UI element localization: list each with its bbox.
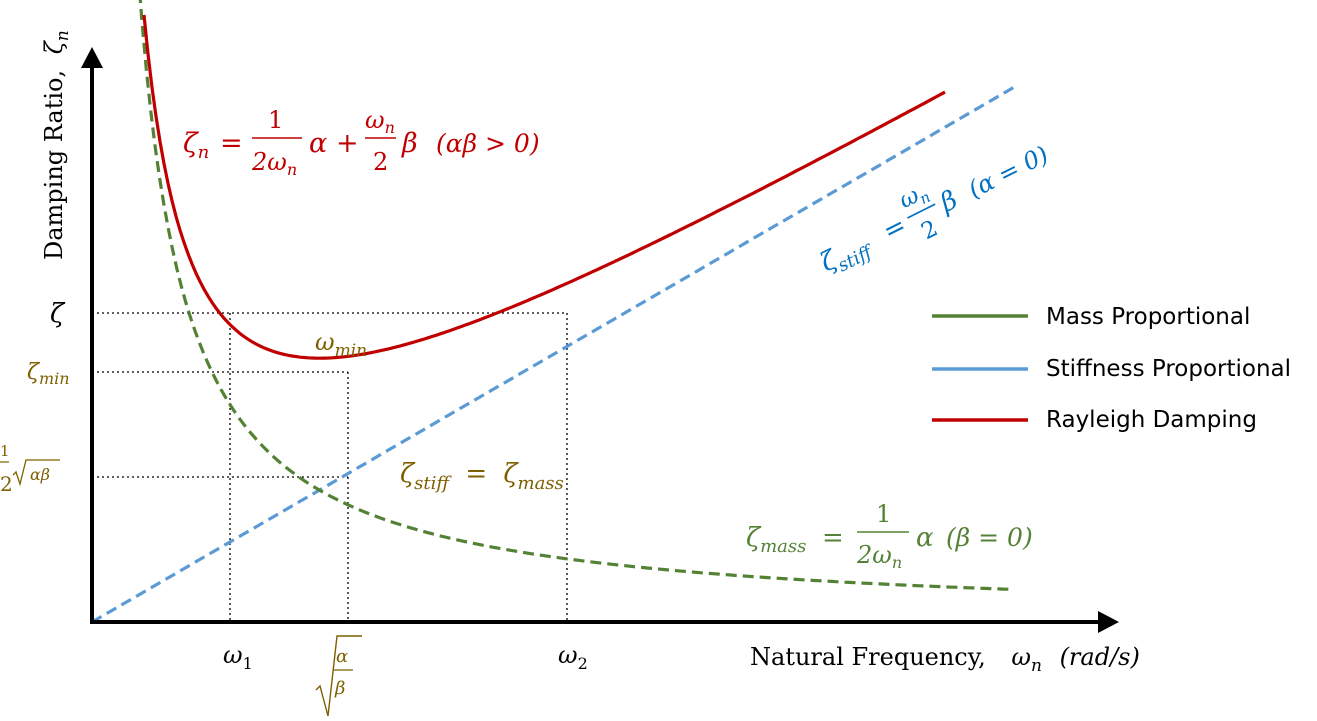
y-tick-sqrt-one: 1 — [0, 442, 10, 460]
rayleigh-alpha: α — [309, 128, 327, 159]
stiffness-frac-numerator: ωn — [895, 178, 933, 217]
rayleigh-damping-curve — [142, 14, 946, 360]
mass-eq-lhs: ζmass — [746, 523, 806, 557]
x-tick-sqrt-numerator: α — [336, 646, 348, 667]
x-tick-omega1: ω1 — [223, 641, 253, 673]
stiffness-eq-lhs: ζstiff — [816, 228, 878, 283]
y-tick-sqrt-prefix: 2 — [0, 472, 13, 496]
stiffness-eq-equals: = — [878, 210, 911, 247]
y-axis-arrow — [81, 47, 103, 68]
stiffness-equation: ζstiff = ωn 2 β (α = 0) — [816, 141, 1053, 283]
axes — [81, 47, 1119, 633]
mass-condition: (β = 0) — [946, 523, 1033, 552]
stiffness-condition: (α = 0) — [964, 141, 1053, 204]
legend-label-rayleigh: Rayleigh Damping — [1046, 407, 1257, 433]
mass-alpha: α — [916, 523, 934, 553]
legend-label-mass: Mass Proportional — [1046, 304, 1250, 330]
rayleigh-frac2-numerator: ωn — [365, 106, 395, 137]
stiffness-proportional-curve — [91, 84, 1018, 624]
omega-min-label: ωmin — [315, 328, 367, 361]
y-tick-sqrt-alpha-beta: 1 2 αβ — [0, 442, 60, 496]
y-axis-title: Damping Ratio, ζn — [40, 30, 73, 260]
x-tick-omega2: ω2 — [558, 641, 588, 673]
mass-equation: ζmass = 1 2ωn α (β = 0) — [746, 500, 1033, 572]
rayleigh-beta: β — [401, 128, 418, 159]
x-axis-arrow — [1098, 611, 1119, 633]
rayleigh-frac1-denominator: 2ωn — [251, 148, 297, 179]
rayleigh-plus: + — [336, 128, 359, 159]
rayleigh-frac1-numerator: 1 — [268, 106, 283, 134]
rayleigh-frac2-denominator: 2 — [373, 148, 388, 176]
rayleigh-equation: ζn = 1 2ωn α + ωn 2 β (αβ > 0) — [183, 106, 540, 179]
mass-proportional-curve — [138, 0, 1013, 591]
stiffness-beta: β — [935, 185, 963, 219]
legend-label-stiffness: Stiffness Proportional — [1046, 356, 1291, 382]
rayleigh-condition: (αβ > 0) — [436, 129, 540, 158]
legend: Mass Proportional Stiffness Proportional… — [932, 304, 1291, 433]
mass-frac-denominator: 2ωn — [856, 541, 902, 572]
rayleigh-eq-lhs: ζn — [183, 128, 209, 163]
y-tick-zeta-min: ζmin — [27, 360, 70, 388]
y-tick-sqrt-content: αβ — [30, 465, 50, 484]
x-tick-sqrt-alpha-over-beta: α β — [315, 635, 362, 717]
mass-frac-numerator: 1 — [876, 500, 891, 528]
reference-lines — [92, 312, 568, 622]
x-axis-title: Natural Frequency, ωn (rad/s) — [750, 643, 1140, 677]
x-tick-sqrt-denominator: β — [334, 678, 345, 699]
rayleigh-eq-equals: = — [220, 128, 243, 159]
stiffness-frac-bar — [907, 203, 936, 219]
mass-eq-equals: = — [822, 523, 844, 553]
y-tick-zeta: ζ — [50, 299, 66, 329]
intersection-label: ζstiff = ζmass — [400, 459, 564, 496]
stiffness-frac-denominator: 2 — [917, 215, 942, 245]
y-tick-sqrt-radical — [12, 459, 60, 487]
x-tick-sqrt-radical — [315, 635, 362, 717]
